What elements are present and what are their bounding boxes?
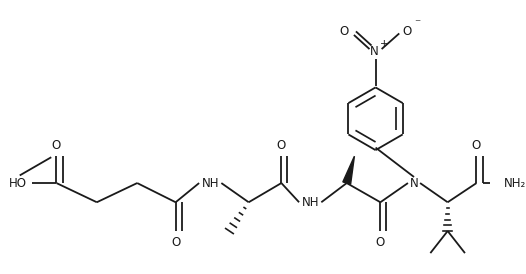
Text: O: O — [376, 236, 385, 249]
Text: NH: NH — [301, 196, 319, 209]
Text: O: O — [277, 139, 286, 152]
Text: O: O — [472, 139, 481, 152]
Polygon shape — [343, 156, 355, 184]
Text: +: + — [380, 39, 389, 49]
Text: NH₂: NH₂ — [503, 176, 525, 190]
Text: N: N — [370, 45, 379, 58]
Text: HO: HO — [9, 176, 27, 190]
Text: ⁻: ⁻ — [414, 17, 421, 30]
Text: O: O — [339, 25, 348, 38]
Text: O: O — [52, 139, 61, 152]
Text: O: O — [171, 236, 180, 249]
Text: N: N — [410, 176, 418, 190]
Text: NH: NH — [201, 176, 219, 190]
Text: O: O — [403, 25, 412, 38]
